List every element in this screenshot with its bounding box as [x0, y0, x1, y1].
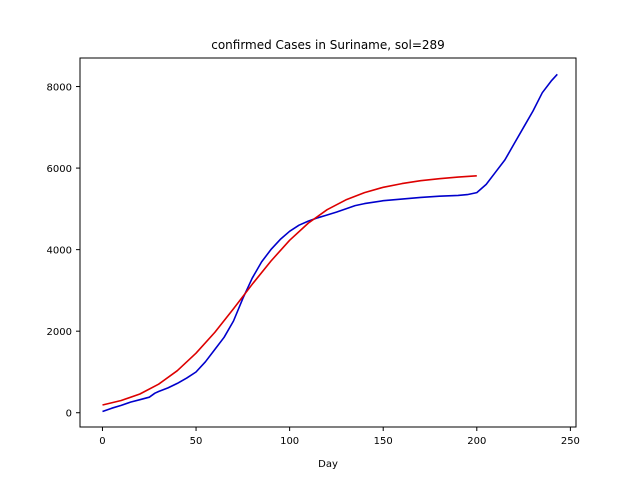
y-tick-label: 8000 [47, 83, 72, 94]
y-tick-label: 4000 [47, 246, 72, 257]
x-axis-label: Day [318, 459, 338, 470]
x-tick-label: 100 [280, 436, 299, 447]
y-tick-label: 0 [66, 409, 72, 420]
y-tick-label: 6000 [47, 164, 72, 175]
x-tick-label: 150 [374, 436, 393, 447]
x-tick-label: 250 [561, 436, 580, 447]
plot-lines [102, 73, 558, 413]
x-tick-label: 0 [99, 436, 105, 447]
y-axis: 0 2000 4000 6000 8000 [47, 83, 80, 420]
x-tick-label: 200 [467, 436, 486, 447]
y-tick-label: 2000 [47, 327, 72, 338]
series-line-red [102, 175, 477, 406]
series-line-blue [102, 73, 558, 413]
x-tick-label: 50 [190, 436, 203, 447]
chart-title: confirmed Cases in Suriname, sol=289 [211, 38, 445, 52]
x-axis: 0 50 100 150 200 250 [99, 427, 580, 447]
plot-frame [79, 57, 577, 428]
